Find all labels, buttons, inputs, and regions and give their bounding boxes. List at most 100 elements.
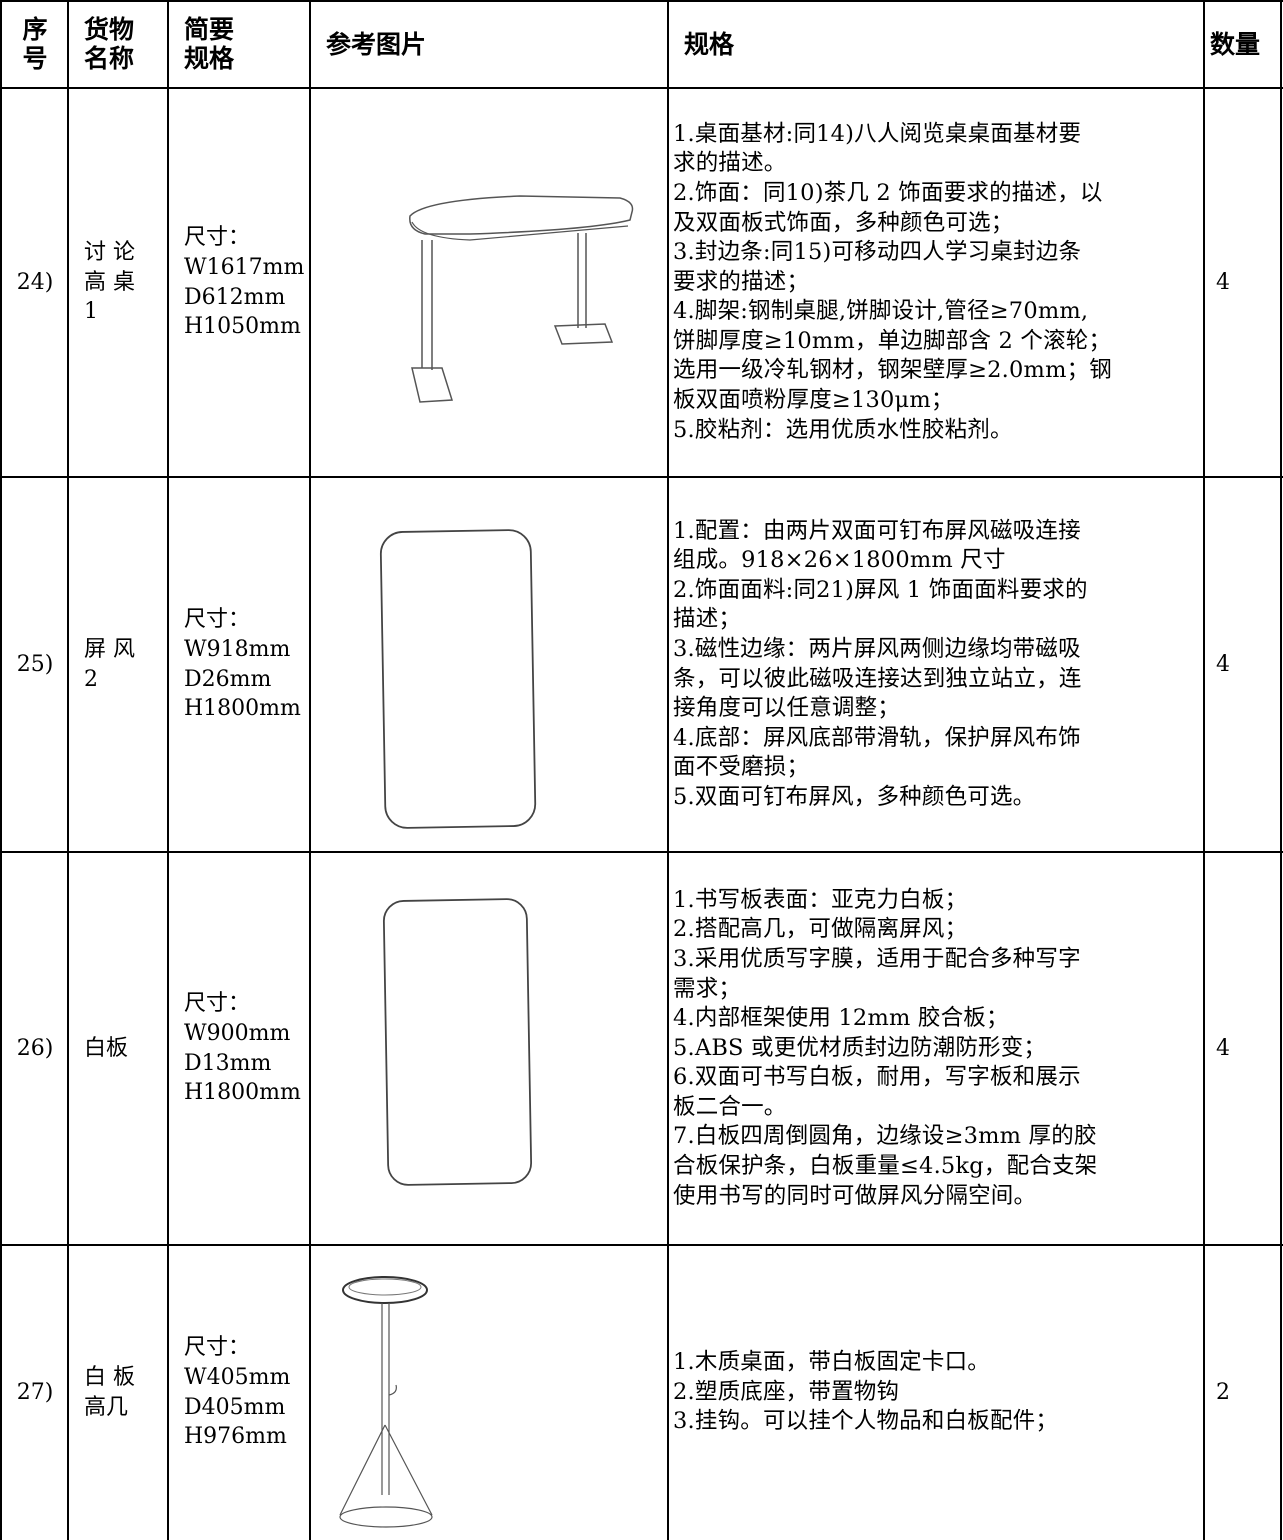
text-line: 求的描述。 [673, 150, 787, 177]
brief-size: 尺寸： W1617mm D612mm H1050mm [184, 88, 308, 477]
table-border [0, 851, 1283, 853]
text-line: 货物 [84, 15, 135, 44]
goods-name: 屏 风 2 [84, 477, 166, 852]
text-line: 板二合一。 [673, 1093, 787, 1120]
text-line: 3.挂钩。可以挂个人物品和白板配件； [673, 1408, 1059, 1435]
text-line: 5.ABS 或更优材质封边防潮防形变； [673, 1034, 1047, 1061]
text-line: 6.双面可书写白板，耐用，写字板和展示 [673, 1064, 1081, 1091]
goods-name: 白 板高几 [84, 1245, 166, 1540]
text-line: 26) [16, 1035, 54, 1061]
row-index: 26) [4, 852, 66, 1245]
table-border [1203, 0, 1205, 1540]
header-cell: 数量 [1210, 0, 1281, 88]
text-line: 4.脚架:钢制桌腿,饼脚设计,管径≥70mm, [673, 298, 1089, 325]
text-line: W918mm [184, 636, 291, 662]
text-line: 1.配置：由两片双面可钉布屏风磁吸连接 [673, 517, 1081, 544]
text-line: 合板保护条，白板重量≤4.5kg，配合支架 [673, 1153, 1098, 1180]
text-line: 名称 [84, 44, 135, 73]
text-line: 1.书写板表面：亚克力白板； [673, 886, 968, 913]
product-drawing [382, 898, 533, 1186]
text-line: 尺寸： [184, 225, 251, 251]
text-line: 4 [1216, 269, 1230, 295]
goods-name: 讨 论高 桌 1 [84, 88, 166, 477]
header-cell: 序号 [4, 0, 66, 88]
text-line: 2 [84, 666, 98, 692]
text-line: 2.饰面面料:同21)屏风 1 饰面面料要求的 [673, 576, 1088, 603]
table-border [0, 476, 1283, 478]
text-line: 白板 [84, 1035, 129, 1061]
row-index: 25) [4, 477, 66, 852]
text-line: 选用一级冷轧钢材，钢架壁厚≥2.0mm；钢 [673, 357, 1113, 384]
text-line: 4.底部：屏风底部带滑轨，保护屏风布饰 [673, 724, 1081, 751]
text-line: 及双面板式饰面，多种颜色可选； [673, 209, 1014, 236]
text-line: 号 [22, 44, 48, 73]
text-line: 24) [16, 269, 54, 295]
text-line: D612mm [184, 284, 286, 310]
text-line: D26mm [184, 666, 272, 692]
text-line: H1800mm [184, 1080, 301, 1106]
brief-size: 尺寸： W900mm D13mm H1800mm [184, 852, 308, 1245]
table-border [0, 0, 1283, 2]
text-line: 4 [1216, 1035, 1230, 1061]
text-line: H1800mm [184, 696, 301, 722]
product-drawing [339, 1276, 433, 1528]
text-line: 组成。918×26×1800mm 尺寸 [673, 547, 1006, 574]
text-line: 7.白板四周倒圆角，边缘设≥3mm 厚的胶 [673, 1123, 1097, 1150]
brief-size: 尺寸： W918mm D26mm H1800mm [184, 477, 308, 852]
text-line: 尺寸： [184, 1335, 251, 1361]
text-line: 1 [84, 299, 98, 325]
text-line: 规格 [184, 44, 235, 73]
table-border [1280, 0, 1282, 1540]
text-line: 屏 风 [84, 636, 135, 662]
text-line: 27) [16, 1379, 54, 1405]
text-line: 2 [1216, 1379, 1230, 1405]
text-line: D13mm [184, 1050, 272, 1076]
reference-image [310, 88, 666, 477]
header-cell: 简要 规格 [184, 0, 308, 88]
text-line: 面不受磨损； [673, 754, 810, 781]
table-border [667, 0, 669, 1540]
text-line: 数量 [1210, 29, 1261, 59]
quantity: 4 [1216, 852, 1281, 1245]
text-line: W1617mm [184, 254, 305, 280]
spec-text: 1.桌面基材:同14)八人阅览桌桌面基材要 求的描述。 2.饰面：同10)茶几 2 … [673, 88, 1202, 477]
text-line: 讨 论 [84, 240, 135, 266]
goods-name: 白板 [84, 852, 166, 1245]
reference-image [310, 852, 666, 1245]
header-cell: 参考图片 [326, 0, 666, 88]
text-line: 1.木质桌面，带白板固定卡口。 [673, 1349, 990, 1376]
spec-text: 1.配置：由两片双面可钉布屏风磁吸连接 组成。918×26×1800mm 尺寸 2.… [673, 477, 1202, 852]
header-cell: 货物 名称 [84, 0, 166, 88]
text-line: 使用书写的同时可做屏风分隔空间。 [673, 1182, 1037, 1209]
text-line: D405mm [184, 1394, 286, 1420]
text-line: 参考图片 [326, 29, 427, 59]
brief-size: 尺寸： W405mm D405mm H976mm [184, 1245, 308, 1540]
text-line: 接角度可以任意调整； [673, 695, 901, 722]
quantity: 4 [1216, 88, 1281, 477]
spec-text: 1.书写板表面：亚克力白板； 2.搭配高几，可做隔离屏风； 3.采用优质写字膜，适用… [673, 852, 1202, 1245]
reference-image [310, 1245, 666, 1540]
text-line: 5.双面可钉布屏风，多种颜色可选。 [673, 783, 1036, 810]
table-border [0, 1244, 1283, 1246]
text-line: 高几 [84, 1394, 129, 1420]
text-line: 25) [16, 651, 54, 677]
text-line: 2.塑质底座，带置物钩 [673, 1378, 900, 1405]
product-drawing [409, 195, 634, 403]
text-line: 高 桌 [84, 269, 135, 295]
spec-text: 1.木质桌面，带白板固定卡口。 2.塑质底座，带置物钩 3.挂钩。可以挂个人物品和白… [673, 1245, 1202, 1540]
text-line: H1050mm [184, 314, 301, 340]
quantity: 2 [1216, 1245, 1281, 1540]
text-line: 需求； [673, 975, 742, 1002]
text-line: 简要 [184, 15, 235, 44]
text-line: 1.桌面基材:同14)八人阅览桌桌面基材要 [673, 120, 1082, 147]
text-line: 5.胶粘剂：选用优质水性胶粘剂。 [673, 416, 1013, 443]
text-line: 要求的描述； [673, 268, 810, 295]
header-cell: 规格 [684, 0, 1202, 88]
text-line: 4.内部框架使用 12mm 胶合板； [673, 1005, 1009, 1032]
text-line: H976mm [184, 1424, 287, 1450]
text-line: 3.封边条:同15)可移动四人学习桌封边条 [673, 239, 1082, 266]
row-index: 27) [4, 1245, 66, 1540]
text-line: 白 板 [84, 1364, 135, 1390]
text-line: 规格 [684, 29, 735, 59]
product-drawing [379, 529, 537, 829]
